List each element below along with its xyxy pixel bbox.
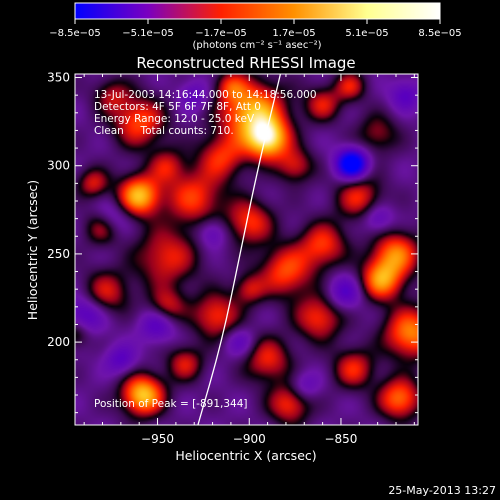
colorbar-unit-label: (photons cm⁻² s⁻¹ asec⁻²) xyxy=(192,40,321,51)
peak-position-text: Position of Peak = [-891,344] xyxy=(94,398,248,410)
plot-frame xyxy=(74,73,419,426)
colorbar-tick-label: 1.7e−05 xyxy=(272,28,315,39)
colorbar-tick-label: −8.5e−05 xyxy=(49,28,101,39)
x-tick-label: −850 xyxy=(324,432,357,446)
y-tick-label: 200 xyxy=(47,335,70,349)
y-axis-label: Heliocentric Y (arcsec) xyxy=(25,180,40,320)
info-line-4: Clean Total counts: 710. xyxy=(94,125,234,137)
heatmap-image xyxy=(75,74,418,425)
footer-date: 25-May-2013 13:27 xyxy=(388,484,496,497)
colorbar-tick-label: −5.1e−05 xyxy=(122,28,174,39)
y-tick-label: 350 xyxy=(47,71,70,85)
info-line-2: Detectors: 4F 5F 6F 7F 8F, Att 0 xyxy=(94,101,261,113)
y-axis-ticks: 200 250 300 350 xyxy=(47,71,418,414)
chart-title: Reconstructed RHESSI Image xyxy=(136,54,355,72)
colorbar-ticks: −8.5e−05 −5.1e−05 −1.7e−05 1.7e−05 5.1e−05 8.… xyxy=(49,19,462,39)
colorbar xyxy=(74,2,441,20)
colorbar-tick-label: 8.5e−05 xyxy=(418,28,461,39)
x-axis-ticks: −950 −900 −850 xyxy=(83,74,415,446)
info-line-1: 13-Jul-2003 14:16:44.000 to 14:18:56.000 xyxy=(94,89,317,101)
x-tick-label: −900 xyxy=(233,432,266,446)
colorbar-tick-label: 5.1e−05 xyxy=(345,28,388,39)
x-axis-label: Heliocentric X (arcsec) xyxy=(175,448,316,463)
colorbar-tick-label: −1.7e−05 xyxy=(195,28,247,39)
y-tick-label: 300 xyxy=(47,159,70,173)
x-tick-label: −950 xyxy=(141,432,174,446)
y-tick-label: 250 xyxy=(47,247,70,261)
info-line-3: Energy Range: 12.0 - 25.0 keV xyxy=(94,113,255,125)
solar-limb-curve xyxy=(197,74,282,425)
